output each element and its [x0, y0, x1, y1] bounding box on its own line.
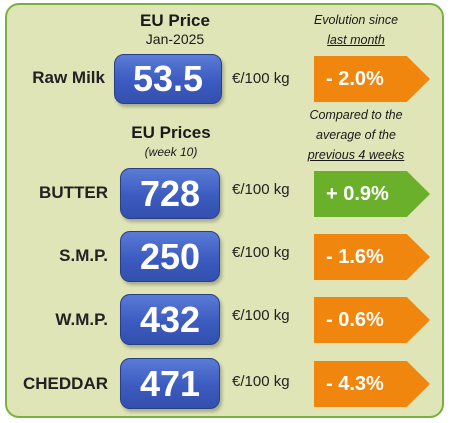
change-value-wmp: - 0.6% — [326, 308, 384, 331]
row-label-wmp: W.M.P. — [55, 310, 108, 329]
row-label-raw-milk: Raw Milk — [32, 68, 105, 87]
unit-smp: €/100 kg — [232, 244, 290, 261]
change-value-raw-milk: - 2.0% — [326, 67, 384, 90]
compared-line2: average of the — [316, 128, 396, 142]
unit-raw-milk: €/100 kg — [232, 70, 290, 87]
price-box-wmp: 432 — [120, 294, 220, 345]
change-arrow-smp: - 1.6% — [314, 234, 430, 280]
evolution-line2: last month — [327, 33, 385, 47]
change-arrow-butter: + 0.9% — [314, 171, 430, 217]
evolution-header: Evolution since last month — [286, 10, 426, 50]
change-arrow-cheddar: - 4.3% — [314, 361, 430, 407]
row-label-cheddar: CHEDDAR — [23, 374, 108, 393]
row-label-smp: S.M.P. — [59, 246, 108, 265]
compared-line1: Compared to the — [309, 108, 403, 122]
compared-header: Compared to the average of the previous … — [286, 105, 426, 165]
price-box-cheddar: 471 — [120, 358, 220, 409]
change-value-cheddar: - 4.3% — [326, 372, 384, 395]
evolution-line1: Evolution since — [313, 13, 399, 27]
unit-cheddar: €/100 kg — [232, 373, 290, 390]
eu-price-date: Jan-2025 — [145, 31, 205, 47]
eu-price-title: EU Price — [140, 11, 210, 30]
price-box-smp: 250 — [120, 231, 220, 282]
price-box-raw-milk: 53.5 — [114, 54, 222, 104]
eu-prices-week: (week 10) — [144, 145, 198, 159]
unit-wmp: €/100 kg — [232, 307, 290, 324]
row-label-butter: BUTTER — [39, 183, 108, 202]
eu-prices-title: EU Prices — [131, 123, 211, 142]
change-arrow-raw-milk: - 2.0% — [314, 56, 430, 102]
unit-butter: €/100 kg — [232, 181, 290, 198]
compared-line3: previous 4 weeks — [307, 148, 405, 162]
change-arrow-wmp: - 0.6% — [314, 297, 430, 343]
change-value-butter: + 0.9% — [326, 182, 389, 205]
change-value-smp: - 1.6% — [326, 245, 384, 268]
price-box-butter: 728 — [120, 168, 220, 219]
